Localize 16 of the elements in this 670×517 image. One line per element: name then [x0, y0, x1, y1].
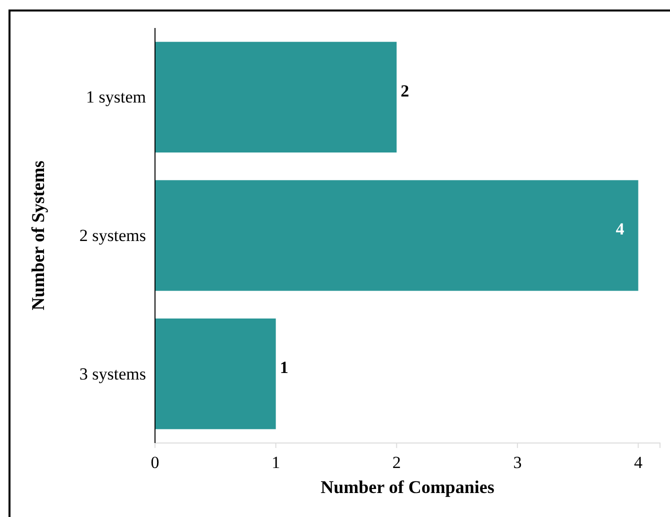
x-axis-title: Number of Companies — [320, 477, 494, 497]
x-tick-label: 0 — [150, 453, 160, 472]
data-label: 4 — [616, 220, 625, 239]
y-tick-label: 2 systems — [79, 226, 146, 245]
data-label: 1 — [280, 358, 288, 377]
bar — [155, 180, 638, 291]
x-tick-label: 3 — [513, 453, 522, 472]
data-label: 2 — [400, 81, 410, 100]
y-tick-label: 1 system — [86, 88, 146, 107]
x-tick-label: 2 — [392, 453, 401, 472]
bar — [155, 318, 276, 430]
y-tick-label: 3 systems — [79, 364, 146, 384]
bar — [155, 42, 397, 152]
y-axis-title: Number of Systems — [28, 160, 48, 310]
x-tick-label: 4 — [634, 453, 644, 472]
x-tick-label: 1 — [272, 453, 280, 472]
